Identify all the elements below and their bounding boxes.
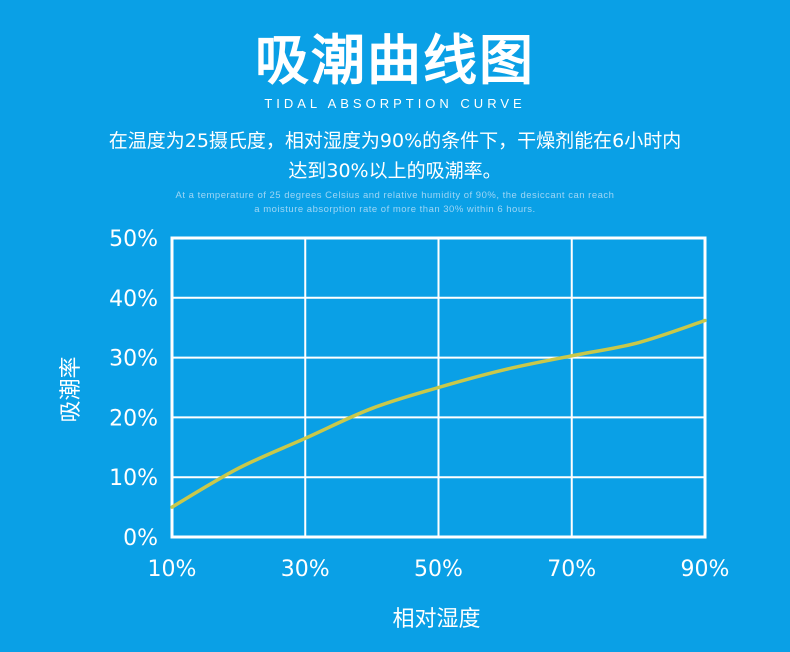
description-english-line-2: a moisture absorption rate of more than … — [254, 204, 536, 215]
x-tick-label: 10% — [148, 557, 197, 582]
y-tick-label: 40% — [109, 287, 158, 312]
y-tick-label: 50% — [109, 227, 158, 252]
chart-grid — [170, 236, 707, 539]
description-english: At a temperature of 25 degrees Celsius a… — [40, 189, 750, 217]
x-axis-label: 相对湿度 — [392, 607, 480, 632]
page-title: 吸潮曲线图 — [255, 28, 535, 92]
y-tick-label: 30% — [109, 347, 158, 372]
absorption-curve — [170, 318, 707, 509]
y-tick-label: 10% — [109, 466, 158, 491]
x-tick-label: 70% — [547, 557, 596, 582]
chart-tick-labels: 10% 30% 50% 70% 90% 0% 10% 20% 30% 40% 50% — [109, 227, 729, 582]
x-tick-label: 30% — [281, 557, 330, 582]
y-tick-label: 0% — [123, 526, 158, 551]
english-subtitle: TIDAL ABSORPTION CURVE — [264, 96, 526, 111]
x-tick-label: 90% — [681, 557, 730, 582]
y-tick-label: 20% — [109, 406, 158, 431]
description-english-line-1: At a temperature of 25 degrees Celsius a… — [175, 190, 615, 201]
description-chinese-line-1: 在温度为25摄氏度，相对湿度为90%的条件下，干燥剂能在6小时内 — [108, 130, 682, 152]
description-chinese-line-2: 达到30%以上的吸潮率。 — [288, 160, 502, 182]
description-chinese: 在温度为25摄氏度，相对湿度为90%的条件下，干燥剂能在6小时内 达到30%以上… — [40, 126, 750, 186]
x-tick-label: 50% — [414, 557, 463, 582]
y-axis-label: 吸潮率 — [59, 356, 84, 422]
chart-series — [170, 318, 707, 509]
